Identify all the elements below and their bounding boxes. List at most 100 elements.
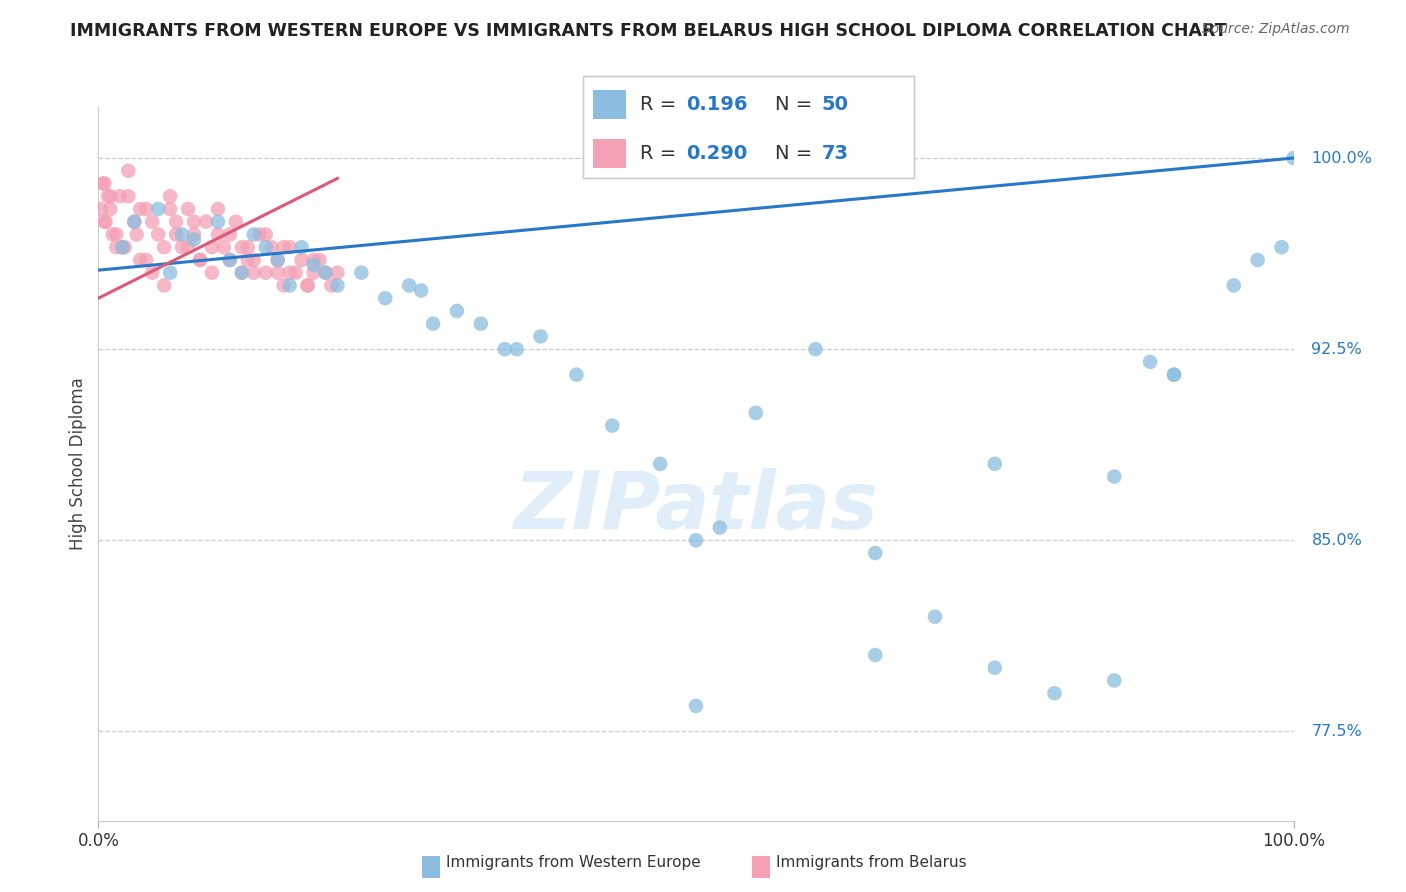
Point (1163, 368, 1185, 382)
Point (1043, 686, 1066, 700)
Text: ZIPatlas: ZIPatlas (513, 467, 879, 546)
Point (231, 240, 253, 254)
Text: 0.290: 0.290 (686, 145, 747, 163)
Point (648, 457, 672, 471)
Point (153, 240, 176, 254)
Point (685, 698, 707, 713)
Point (231, 266, 253, 280)
Point (125, 227, 148, 242)
Point (219, 227, 242, 242)
Point (273, 240, 295, 254)
Point (326, 278, 349, 293)
Point (188, 252, 211, 267)
Point (242, 227, 264, 242)
Point (242, 266, 264, 280)
Point (129, 252, 152, 267)
Point (117, 163, 139, 178)
Point (183, 227, 205, 242)
Point (141, 266, 163, 280)
Text: Immigrants from Western Europe: Immigrants from Western Europe (446, 855, 700, 870)
Point (267, 266, 290, 280)
Point (177, 240, 200, 254)
Point (315, 266, 337, 280)
Point (94, 215, 117, 229)
Point (278, 278, 301, 293)
Point (219, 252, 242, 267)
Point (470, 317, 492, 331)
Y-axis label: High School Diploma: High School Diploma (69, 377, 87, 550)
Point (101, 227, 124, 242)
Point (267, 252, 290, 267)
Point (188, 252, 211, 267)
Point (254, 240, 277, 254)
Text: IMMIGRANTS FROM WESTERN EUROPE VS IMMIGRANTS FROM BELARUS HIGH SCHOOL DIPLOMA CO: IMMIGRANTS FROM WESTERN EUROPE VS IMMIGR… (70, 22, 1227, 40)
Point (600, 418, 623, 433)
Point (97, 189, 120, 203)
Point (267, 252, 290, 267)
Point (565, 368, 588, 382)
Point (219, 252, 242, 267)
Point (924, 609, 946, 624)
Point (804, 342, 827, 356)
Point (290, 252, 312, 267)
Point (225, 215, 247, 229)
Point (1282, 151, 1305, 165)
Point (249, 227, 271, 242)
Point (135, 252, 157, 267)
Point (254, 266, 277, 280)
Point (159, 266, 181, 280)
Point (165, 227, 187, 242)
Point (124, 215, 146, 229)
Point (153, 278, 176, 293)
Point (278, 240, 301, 254)
Point (124, 215, 146, 229)
Point (172, 227, 194, 242)
FancyBboxPatch shape (593, 90, 627, 119)
Text: N =: N = (775, 95, 818, 114)
Point (374, 291, 396, 305)
Point (422, 317, 444, 331)
Text: N =: N = (775, 145, 818, 163)
Point (254, 227, 277, 242)
Text: 100.0%: 100.0% (1312, 151, 1372, 166)
Point (90, 202, 112, 216)
Point (111, 240, 134, 254)
Text: R =: R = (640, 145, 682, 163)
Point (297, 278, 319, 293)
Point (172, 240, 194, 254)
Point (278, 266, 301, 280)
Point (1163, 368, 1185, 382)
Point (983, 661, 1005, 675)
FancyBboxPatch shape (593, 139, 627, 168)
Point (1246, 252, 1268, 267)
Point (165, 215, 187, 229)
Point (863, 648, 886, 662)
Point (506, 342, 529, 356)
Point (159, 202, 181, 216)
Point (105, 227, 128, 242)
Text: 85.0%: 85.0% (1312, 533, 1362, 548)
Point (326, 266, 349, 280)
Text: R =: R = (640, 95, 682, 114)
Point (308, 252, 330, 267)
Point (183, 215, 205, 229)
Point (231, 266, 253, 280)
Text: 0.196: 0.196 (686, 95, 748, 114)
Point (141, 215, 163, 229)
Point (1271, 240, 1294, 254)
Point (105, 240, 128, 254)
Point (194, 215, 217, 229)
Point (148, 227, 170, 242)
Text: 77.5%: 77.5% (1312, 724, 1362, 739)
Point (114, 240, 136, 254)
Point (148, 202, 170, 216)
Text: 73: 73 (821, 145, 848, 163)
Point (297, 278, 319, 293)
Point (446, 304, 468, 318)
Point (207, 202, 229, 216)
Point (398, 278, 420, 293)
Point (260, 240, 283, 254)
Point (709, 520, 731, 534)
Point (177, 202, 200, 216)
Point (207, 227, 229, 242)
